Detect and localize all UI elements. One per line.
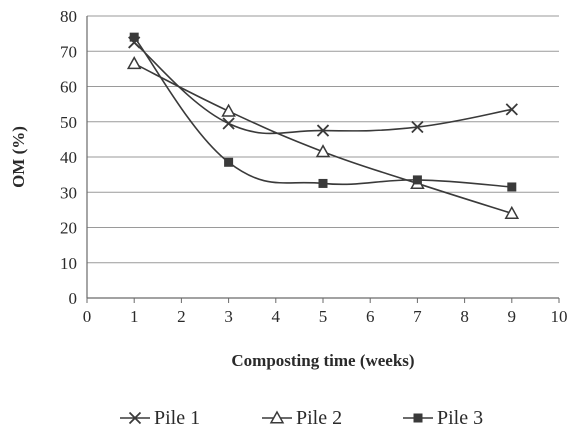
x-tick-labels: 0 1 2 3 4 5 6 7 8 9 10 xyxy=(83,307,568,326)
x-tick-label-0: 0 xyxy=(83,307,92,326)
legend-label-pile-3: Pile 3 xyxy=(437,407,483,429)
legend-marker-pile-1 xyxy=(128,411,142,425)
point-pile-3-x5 xyxy=(318,178,328,188)
point-pile-1-x3 xyxy=(222,117,235,130)
series-pile-3 xyxy=(129,32,517,192)
y-tick-label-60: 60 xyxy=(60,78,77,97)
series-line-pile-3 xyxy=(133,36,512,188)
x-tick-label-10: 10 xyxy=(551,307,568,326)
y-tick-label-30: 30 xyxy=(60,183,77,202)
y-tick-label-20: 20 xyxy=(60,219,77,238)
y-tick-label-50: 50 xyxy=(60,113,77,132)
legend-marker-pile-3 xyxy=(413,413,423,423)
point-pile-1-x7 xyxy=(411,120,424,134)
y-tick-label-80: 80 xyxy=(60,7,77,26)
x-axis-title: Composting time (weeks) xyxy=(231,351,414,370)
legend-label-pile-1: Pile 1 xyxy=(154,407,200,429)
legend-item-pile-3: Pile 3 xyxy=(403,407,483,429)
x-tick-label-3: 3 xyxy=(224,307,233,326)
y-tick-labels: 0 10 20 30 40 50 60 70 80 xyxy=(60,7,77,308)
series-line-pile-1 xyxy=(133,41,512,135)
point-pile-2-x1 xyxy=(126,56,142,70)
point-pile-3-x7 xyxy=(412,175,422,185)
x-tick-label-8: 8 xyxy=(460,307,469,326)
point-pile-3-x9 xyxy=(507,182,517,192)
point-pile-3-x1 xyxy=(129,32,139,42)
series-pile-1 xyxy=(128,36,518,137)
axes xyxy=(86,16,560,303)
x-tick-label-1: 1 xyxy=(130,307,139,326)
series-group xyxy=(126,32,520,219)
x-tick-label-5: 5 xyxy=(319,307,328,326)
point-pile-2-x9 xyxy=(504,205,520,219)
series-pile-2 xyxy=(126,56,520,219)
x-tick-label-6: 6 xyxy=(366,307,375,326)
legend-item-pile-2: Pile 2 xyxy=(262,407,342,429)
point-pile-1-x9 xyxy=(505,103,518,116)
x-tick-label-2: 2 xyxy=(177,307,186,326)
legend: Pile 1 Pile 2 Pile 3 xyxy=(120,407,483,429)
y-axis-title: OM (%) xyxy=(9,126,28,188)
point-pile-1-x5 xyxy=(316,124,330,137)
x-tick-label-4: 4 xyxy=(272,307,281,326)
point-pile-2-x5 xyxy=(315,144,331,158)
x-tick-label-9: 9 xyxy=(508,307,517,326)
y-tick-label-70: 70 xyxy=(60,42,77,61)
y-tick-label-40: 40 xyxy=(60,148,77,167)
y-tick-label-10: 10 xyxy=(60,254,77,273)
y-tick-label-0: 0 xyxy=(69,289,78,308)
x-tick-label-7: 7 xyxy=(413,307,422,326)
point-pile-3-x3 xyxy=(224,157,234,167)
legend-label-pile-2: Pile 2 xyxy=(296,407,342,429)
legend-marker-pile-2 xyxy=(269,410,285,424)
legend-item-pile-1: Pile 1 xyxy=(120,407,200,429)
point-pile-2-x3 xyxy=(221,103,236,117)
gridlines xyxy=(87,15,559,264)
